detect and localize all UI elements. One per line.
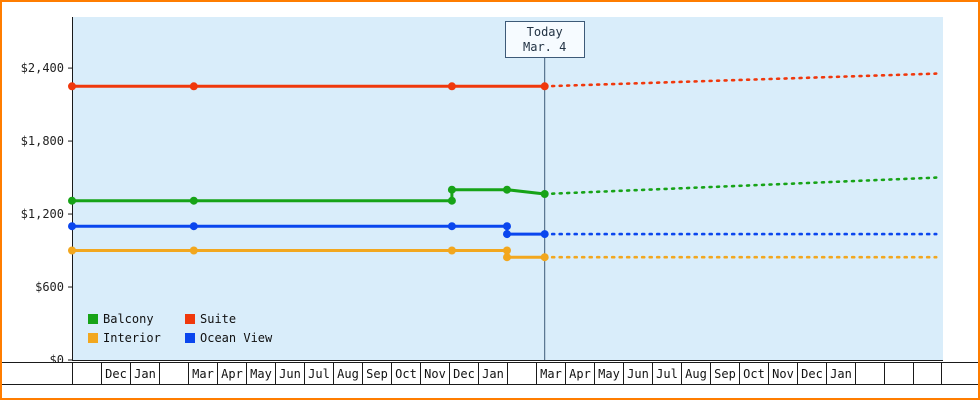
x-axis-month-cell: May [594,363,623,384]
legend-label-suite: Suite [200,312,237,326]
series-interior-data-point [540,253,549,262]
balcony-swatch-icon [88,314,98,324]
x-axis-month-cell [507,363,536,384]
x-axis-month-cell: Jul [304,363,333,384]
series-balcony-data-point [447,185,456,194]
y-axis-label-2400: $2,400 [20,61,64,76]
series-interior-data-point [503,246,511,255]
series-interior-data-point [447,246,456,255]
x-axis-month-cell: Jan [130,363,159,384]
series-suite-data-point [540,82,549,91]
x-axis-month-cell [72,363,101,384]
x-axis-month-cell [913,363,942,384]
x-axis-month-cell: Oct [739,363,768,384]
y-axis-label-1800: $1,800 [20,134,64,149]
series-interior-data-point [68,246,76,255]
suite-swatch-icon [185,314,195,324]
x-axis-month-cell: Dec [797,363,826,384]
y-axis-label-600: $600 [35,280,64,295]
x-axis-month-cell: Sep [362,363,391,384]
legend-row-2: Interior Ocean View [88,331,282,345]
x-axis-month-cell: Apr [565,363,594,384]
x-axis-month-cell: Aug [333,363,362,384]
x-axis-month-cell: Mar [188,363,217,384]
legend-item-suite: Suite [185,312,282,326]
x-axis-month-cell: Sep [710,363,739,384]
x-axis-month-row: Dec Jan Mar Apr May Jun Jul Aug Sep Oct Nov Dec Jan M… [2,362,978,385]
x-axis-month-cell: May [246,363,275,384]
legend-item-ocean-view: Ocean View [185,331,282,345]
series-ocean-view-data-point [189,222,198,231]
legend-label-ocean-view: Ocean View [200,331,273,345]
series-balcony-data-point [189,196,198,205]
series-balcony-data-point [540,190,549,198]
series-ocean-view-data-point [503,222,511,231]
x-axis-month-cell: Mar [536,363,565,384]
legend-row-1: Balcony Suite [88,312,282,326]
series-interior-data-point [503,253,511,262]
series-interior-data-point [189,246,198,255]
today-date: Mar. 4 [523,39,567,54]
interior-swatch-icon [88,333,98,343]
series-suite-data-point [68,82,76,91]
series-ocean-view-data-point [503,230,511,239]
x-axis-month-cell: Jun [275,363,304,384]
series-balcony-data-point [503,185,511,194]
series-ocean-view-data-point [447,222,456,231]
x-axis-month-cell [855,363,884,384]
legend-label-interior: Interior [103,331,161,345]
series-interior-solid-line [70,249,547,259]
legend-item-interior: Interior [88,331,185,345]
x-axis-month-cell: Jan [826,363,855,384]
x-axis-month-cell: Apr [217,363,246,384]
today-marker-box: Today Mar. 4 [504,21,585,58]
x-axis-month-cell: Nov [768,363,797,384]
legend-item-balcony: Balcony [88,312,185,326]
x-axis-month-cell: Dec [449,363,478,384]
x-axis-month-cell [159,363,188,384]
legend-label-balcony: Balcony [103,312,154,326]
series-ocean-view-data-point [540,230,549,239]
series-ocean-view-data-point [68,222,76,231]
x-axis-month-cell: Jul [652,363,681,384]
x-axis-month-cell: Dec [101,363,130,384]
series-balcony-solid-line [70,188,547,203]
x-axis-month-cell: Nov [420,363,449,384]
series-balcony-data-point [68,196,76,205]
series-balcony-projection-line [543,176,938,196]
series-suite-data-point [447,82,456,91]
series-suite-data-point [189,82,198,91]
series-balcony-data-point [447,196,456,205]
x-axis-month-cell [884,363,913,384]
today-label: Today [526,24,563,39]
x-axis-month-cell: Jun [623,363,652,384]
y-axis-label-1200: $1,200 [20,207,64,222]
x-axis-month-cell: Aug [681,363,710,384]
ocean-view-swatch-icon [185,333,195,343]
x-axis-month-cell: Jan [478,363,507,384]
legend: Balcony Suite Interior Ocean View [88,312,282,345]
series-suite-projection-line [543,72,938,88]
series-ocean-view-solid-line [70,224,547,236]
x-axis-month-cell: Oct [391,363,420,384]
